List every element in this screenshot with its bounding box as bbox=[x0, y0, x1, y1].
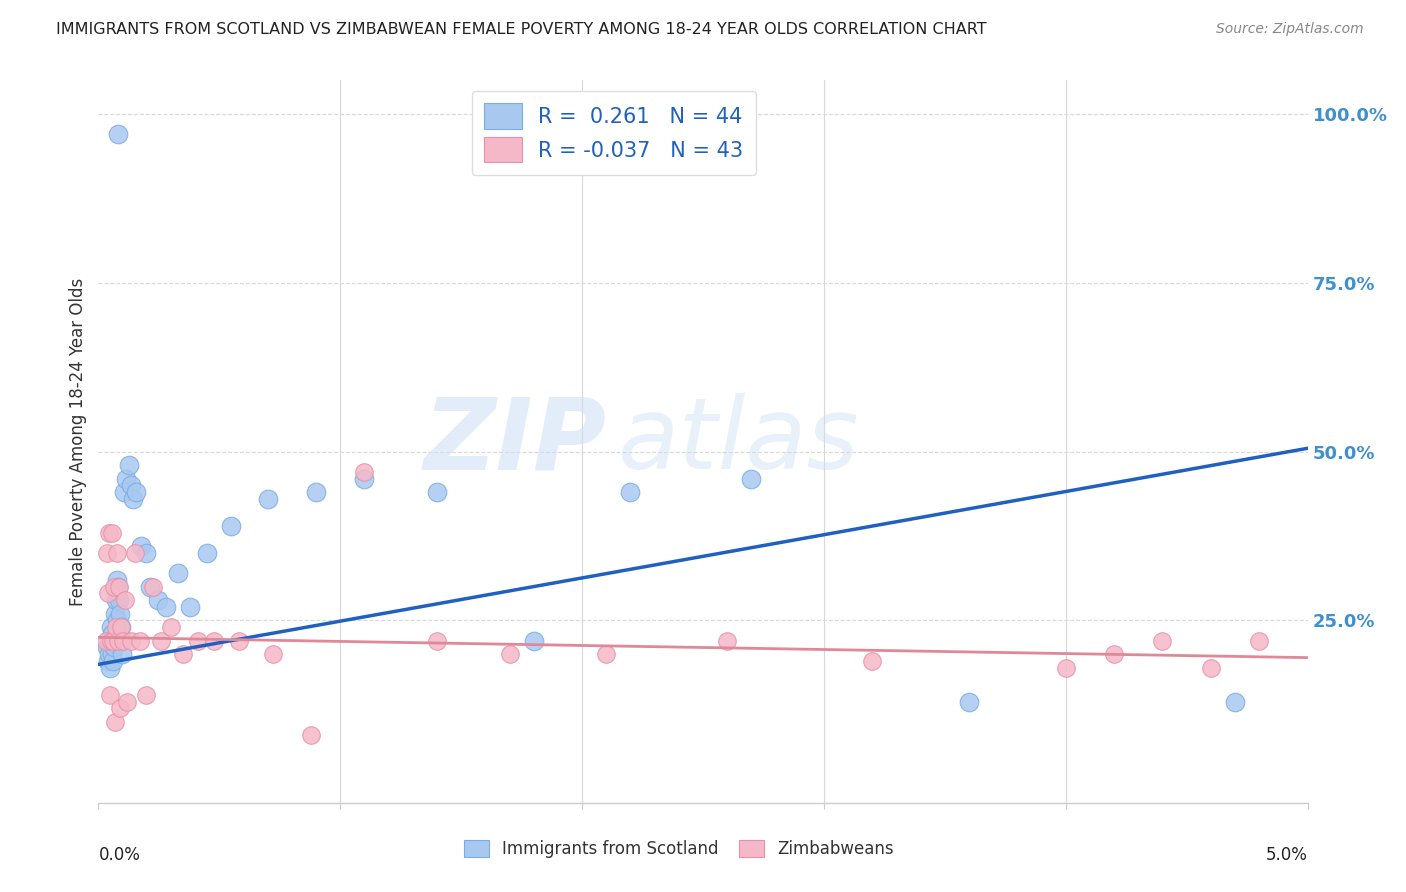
Point bbox=[107, 633, 129, 648]
Point bbox=[167, 566, 190, 581]
Point bbox=[114, 593, 136, 607]
Point bbox=[100, 620, 122, 634]
Point bbox=[111, 647, 134, 661]
Point bbox=[98, 688, 121, 702]
Point bbox=[118, 458, 141, 472]
Point bbox=[860, 654, 883, 668]
Point bbox=[104, 593, 127, 607]
Point bbox=[97, 654, 120, 668]
Point bbox=[103, 580, 125, 594]
Point bbox=[353, 465, 375, 479]
Point bbox=[221, 519, 243, 533]
Point bbox=[142, 580, 165, 594]
Point bbox=[1152, 633, 1174, 648]
Point bbox=[1199, 661, 1222, 675]
Legend: Immigrants from Scotland, Zimbabweans: Immigrants from Scotland, Zimbabweans bbox=[456, 832, 903, 867]
Point bbox=[619, 485, 641, 500]
Point bbox=[195, 546, 218, 560]
Point bbox=[299, 728, 322, 742]
Point bbox=[105, 614, 128, 628]
Point bbox=[98, 661, 121, 675]
Point bbox=[426, 633, 449, 648]
Point bbox=[146, 593, 169, 607]
Point bbox=[740, 472, 762, 486]
Point bbox=[98, 647, 121, 661]
Point bbox=[100, 633, 122, 648]
Point bbox=[97, 586, 120, 600]
Point bbox=[150, 633, 173, 648]
Point bbox=[110, 633, 132, 648]
Point bbox=[187, 633, 209, 648]
Point bbox=[1054, 661, 1077, 675]
Point bbox=[107, 128, 129, 142]
Point bbox=[595, 647, 617, 661]
Point bbox=[179, 599, 201, 614]
Point bbox=[135, 688, 157, 702]
Point bbox=[101, 633, 124, 648]
Point bbox=[103, 640, 125, 655]
Point bbox=[103, 654, 125, 668]
Point bbox=[172, 647, 194, 661]
Point bbox=[107, 580, 129, 594]
Point bbox=[101, 525, 124, 540]
Text: Source: ZipAtlas.com: Source: ZipAtlas.com bbox=[1216, 22, 1364, 37]
Point bbox=[716, 633, 738, 648]
Point bbox=[97, 633, 120, 648]
Point bbox=[96, 633, 118, 648]
Point bbox=[120, 478, 142, 492]
Point bbox=[110, 620, 132, 634]
Point bbox=[120, 633, 142, 648]
Point bbox=[305, 485, 328, 500]
Point bbox=[1102, 647, 1125, 661]
Text: atlas: atlas bbox=[619, 393, 860, 490]
Point bbox=[228, 633, 250, 648]
Text: IMMIGRANTS FROM SCOTLAND VS ZIMBABWEAN FEMALE POVERTY AMONG 18-24 YEAR OLDS CORR: IMMIGRANTS FROM SCOTLAND VS ZIMBABWEAN F… bbox=[56, 22, 987, 37]
Point bbox=[124, 546, 146, 560]
Point bbox=[108, 580, 131, 594]
Point bbox=[115, 472, 138, 486]
Point bbox=[105, 546, 128, 560]
Point bbox=[111, 633, 134, 648]
Text: ZIP: ZIP bbox=[423, 393, 606, 490]
Point bbox=[128, 633, 150, 648]
Point bbox=[498, 647, 520, 661]
Point bbox=[523, 633, 546, 648]
Point bbox=[1223, 694, 1246, 708]
Point bbox=[108, 701, 131, 715]
Point bbox=[353, 472, 375, 486]
Point bbox=[129, 539, 152, 553]
Point bbox=[108, 593, 131, 607]
Point bbox=[262, 647, 284, 661]
Point bbox=[100, 627, 122, 641]
Point bbox=[125, 485, 148, 500]
Point bbox=[957, 694, 980, 708]
Text: 0.0%: 0.0% bbox=[98, 847, 141, 864]
Point bbox=[110, 620, 132, 634]
Point bbox=[204, 633, 226, 648]
Point bbox=[139, 580, 162, 594]
Point bbox=[117, 694, 139, 708]
Y-axis label: Female Poverty Among 18-24 Year Olds: Female Poverty Among 18-24 Year Olds bbox=[69, 277, 87, 606]
Text: 5.0%: 5.0% bbox=[1265, 847, 1308, 864]
Point bbox=[122, 491, 145, 506]
Point bbox=[135, 546, 157, 560]
Point bbox=[96, 546, 118, 560]
Point bbox=[98, 525, 121, 540]
Point bbox=[104, 714, 127, 729]
Point bbox=[256, 491, 278, 506]
Point bbox=[96, 640, 118, 655]
Point bbox=[104, 620, 127, 634]
Point bbox=[426, 485, 449, 500]
Point bbox=[160, 620, 183, 634]
Point bbox=[104, 607, 127, 621]
Point bbox=[108, 607, 131, 621]
Point bbox=[112, 485, 135, 500]
Point bbox=[1249, 633, 1271, 648]
Point bbox=[105, 573, 128, 587]
Point bbox=[101, 647, 124, 661]
Point bbox=[155, 599, 177, 614]
